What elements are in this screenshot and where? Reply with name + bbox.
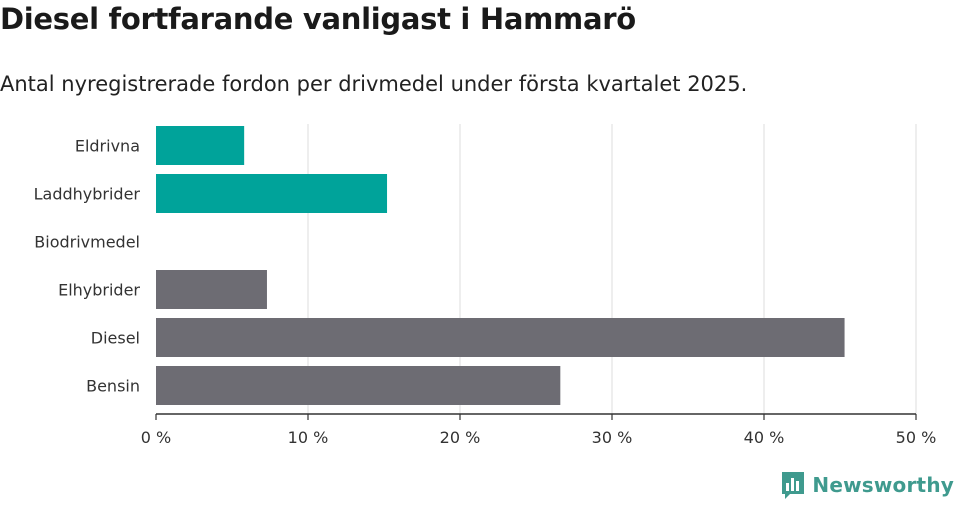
x-tick-label: 10 %	[288, 428, 329, 447]
newsworthy-brand: Newsworthy	[780, 470, 954, 500]
category-label: Biodrivmedel	[34, 233, 140, 252]
bar	[156, 270, 267, 309]
chart-subtitle: Antal nyregistrerade fordon per drivmede…	[0, 72, 748, 96]
x-tick-label: 20 %	[440, 428, 481, 447]
bar	[156, 126, 245, 165]
x-tick-label: 0 %	[141, 428, 171, 447]
bar	[156, 174, 388, 213]
brand-name: Newsworthy	[812, 473, 954, 497]
category-label: Laddhybrider	[34, 185, 141, 204]
bar	[156, 318, 845, 357]
x-tick-label: 40 %	[744, 428, 785, 447]
bar-chart: Eldrivna Laddhybrider Biodrivmedel Elhybrid…	[34, 124, 937, 447]
x-tick-label: 50 %	[896, 428, 937, 447]
category-label: Eldrivna	[75, 137, 140, 156]
newsworthy-logo-icon	[782, 472, 805, 499]
category-label: Elhybrider	[58, 281, 140, 300]
chart-title: Diesel fortfarande vanligast i Hammarö	[0, 2, 636, 36]
category-label: Diesel	[91, 329, 140, 348]
x-tick-label: 30 %	[592, 428, 633, 447]
bar	[156, 366, 561, 405]
category-label: Bensin	[86, 377, 140, 396]
